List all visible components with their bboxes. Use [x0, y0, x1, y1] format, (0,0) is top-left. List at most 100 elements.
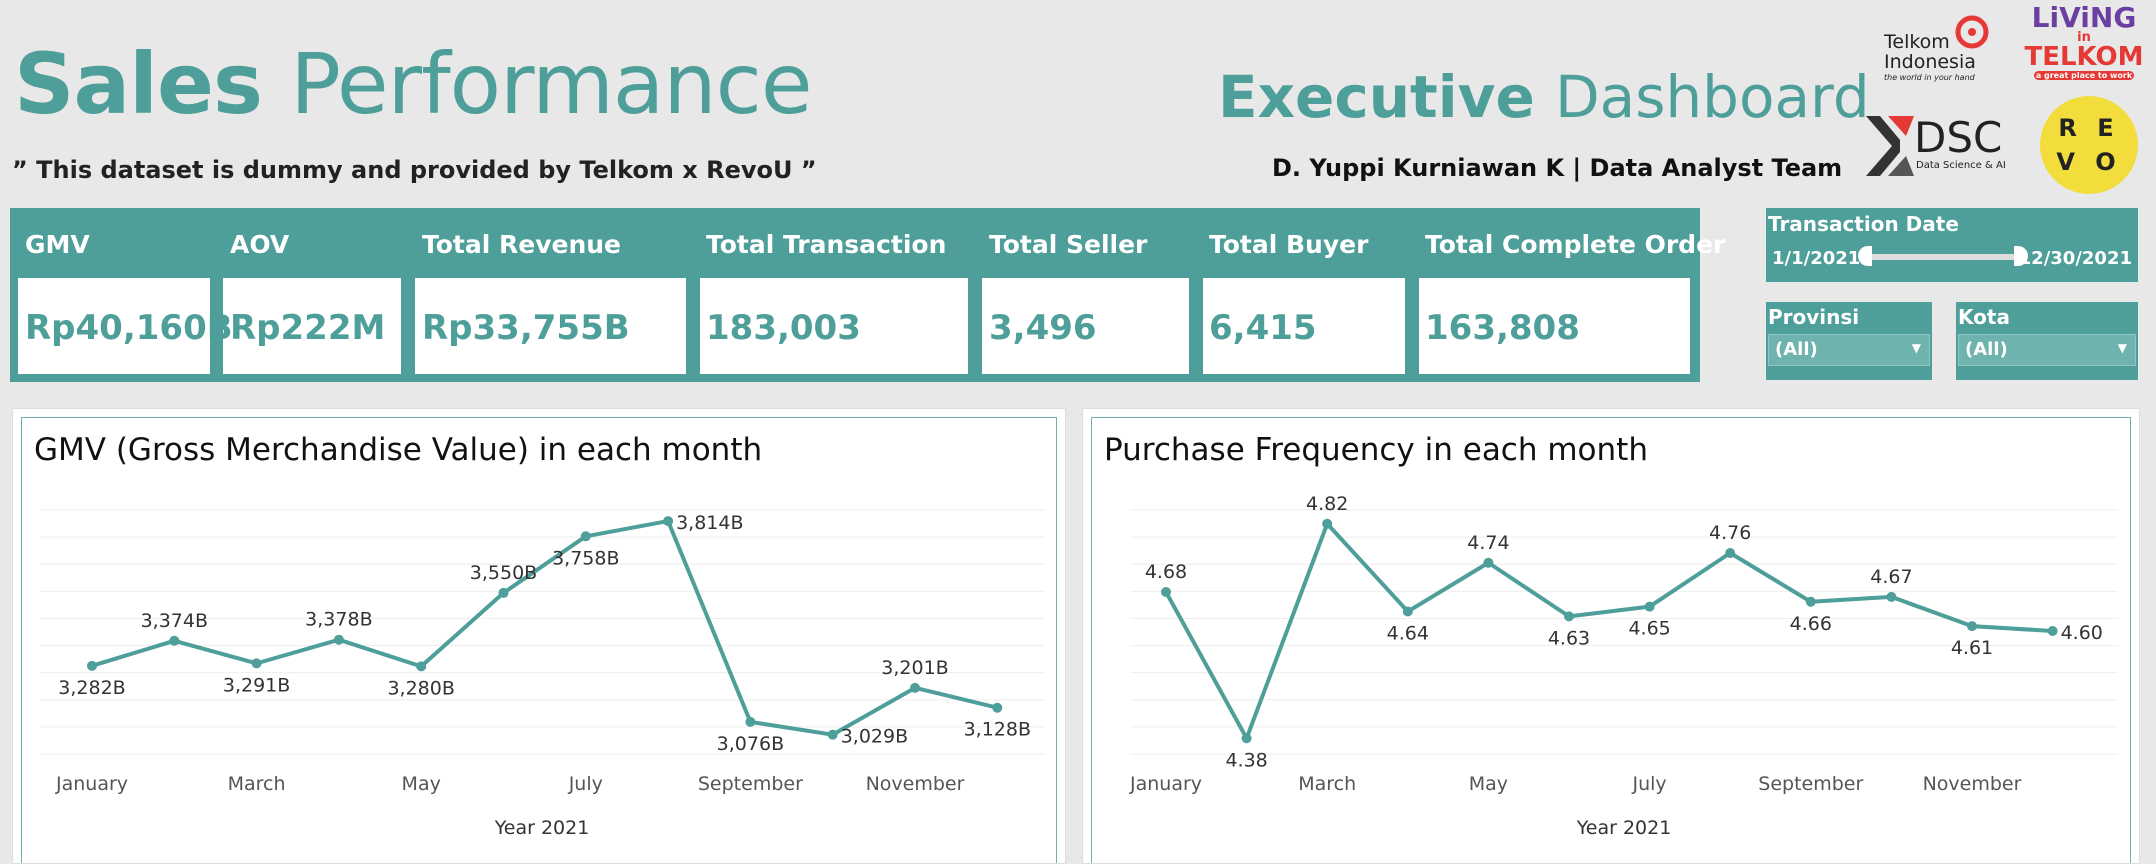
kpi-card-aov [223, 278, 401, 374]
kpi-label-total-revenue: Total Revenue [422, 230, 622, 259]
data-label-march: 3,291B [223, 674, 290, 696]
data-point-september [1805, 596, 1816, 607]
data-label-april: 3,378B [305, 609, 372, 631]
data-label-may: 4.74 [1467, 532, 1509, 554]
x-tick-label-november: November [1923, 773, 2022, 795]
data-point-september [745, 716, 756, 727]
x-tick-label-july: July [568, 773, 603, 795]
purchase-frequency-chart-frame: Purchase Frequency in each month 4.68 4.3… [1091, 417, 2131, 863]
purchase-frequency-line-chart: 4.68 4.38 4.82 4.64 4.74 4.63 4.65 4.76 4.66 4.67… [1129, 493, 2118, 839]
data-point-may [1483, 557, 1494, 568]
data-point-may [416, 661, 427, 672]
data-label-august: 3,814B [676, 512, 743, 534]
kpi-card-total-revenue [415, 278, 686, 374]
kpi-label-aov: AOV [230, 230, 290, 259]
provinsi-label: Provinsi [1768, 305, 1860, 329]
kpi-value-total-seller: 3,496 [989, 308, 1097, 348]
data-label-may: 3,280B [387, 677, 454, 699]
series-line [1164, 521, 2053, 741]
data-point-december [2047, 626, 2058, 636]
data-label-october: 4.67 [1870, 566, 1912, 588]
revo-line1: R E [2058, 114, 2120, 142]
kpi-label-gmv: GMV [25, 230, 90, 259]
x-tick-label-november: November [866, 773, 965, 795]
data-label-july: 3,758B [552, 547, 619, 569]
date-start-handle[interactable] [1858, 246, 1872, 266]
gmv-chart-panel: GMV (Gross Merchandise Value) in each mo… [12, 408, 1066, 864]
data-point-january [87, 660, 97, 671]
living-line2: in [2077, 30, 2091, 45]
living-line3: TELKOM [2024, 42, 2144, 72]
data-label-january: 4.68 [1145, 561, 1187, 583]
data-point-october [827, 729, 838, 740]
x-tick-label-march: March [1298, 773, 1356, 795]
gmv-chart-frame: GMV (Gross Merchandise Value) in each mo… [21, 417, 1057, 863]
kpi-label-total-buyer: Total Buyer [1209, 230, 1369, 259]
chevron-down-icon: ▼ [2117, 341, 2127, 355]
telkom-swirl-icon [1955, 15, 1989, 49]
kpi-value-total-revenue: Rp33,755B [422, 308, 630, 348]
dashboard-title: Executive Dashboard [1218, 68, 1870, 126]
living-in-telkom-logo: LiViNG in TELKOM a great place to work [2024, 4, 2144, 80]
revo-line2: V O [2056, 148, 2122, 176]
kpi-value-total-buyer: 6,415 [1209, 308, 1317, 348]
data-point-july [1644, 601, 1655, 612]
data-label-february: 3,374B [141, 610, 208, 632]
data-label-september: 3,076B [717, 733, 784, 755]
gmv-line-chart: 3,282B 3,374B 3,291B 3,378B 3,280B 3,550B 3,75… [40, 509, 1044, 839]
date-start: 1/1/2021 [1772, 248, 1861, 269]
kota-select[interactable]: (All) ▼ [1958, 334, 2136, 366]
provinsi-value: (All) [1775, 339, 1818, 360]
date-end-handle[interactable] [2014, 246, 2028, 266]
date-range-track[interactable] [1862, 254, 2018, 260]
telkom-line1: Telkom [1884, 31, 1950, 53]
data-point-december [992, 702, 1003, 713]
data-label-november: 4.61 [1951, 637, 1993, 659]
data-label-february: 4.38 [1225, 749, 1267, 771]
living-tagline: a great place to work [2034, 71, 2134, 80]
purchase-frequency-chart-title: Purchase Frequency in each month [1104, 432, 1648, 468]
data-point-february [169, 635, 180, 646]
x-tick-label-march: March [228, 773, 286, 795]
data-label-june: 4.63 [1548, 627, 1590, 649]
x-tick-label-september: September [698, 773, 803, 795]
telkom-tagline: the world in your hand [1884, 73, 1975, 82]
data-point-august [1725, 548, 1736, 558]
chevron-down-icon: ▼ [1911, 341, 1921, 355]
kpi-card-total-buyer [1203, 278, 1405, 374]
kpi-label-total-transaction: Total Transaction [706, 230, 947, 259]
exec-bold: Executive [1218, 63, 1535, 131]
living-line1: LiViNG [2031, 1, 2137, 34]
data-label-july: 4.65 [1628, 618, 1670, 640]
x-axis-label: Year 2021 [1576, 817, 1672, 839]
exec-light: Dashboard [1555, 63, 1870, 131]
provinsi-select[interactable]: (All) ▼ [1768, 334, 1930, 366]
data-point-march [1322, 518, 1333, 529]
data-label-october: 3,029B [841, 726, 908, 748]
data-point-march [251, 658, 262, 669]
x-axis-label: Year 2021 [494, 817, 590, 839]
date-end: 12/30/2021 [2018, 248, 2132, 269]
data-point-november [1967, 621, 1977, 632]
data-label-august: 4.76 [1709, 522, 1751, 544]
page-subtitle: ” This dataset is dummy and provided by … [12, 156, 817, 184]
kpi-value-total-complete-order: 163,808 [1425, 308, 1580, 348]
title-bold: Sales [14, 35, 263, 133]
gmv-chart-title: GMV (Gross Merchandise Value) in each mo… [34, 432, 763, 468]
data-point-february [1241, 733, 1252, 744]
data-label-june: 3,550B [470, 562, 537, 584]
x-tick-label-may: May [1469, 773, 1508, 795]
data-label-march: 4.82 [1306, 493, 1348, 515]
data-label-december: 3,128B [964, 719, 1031, 741]
kpi-card-gmv [18, 278, 210, 374]
data-point-august [663, 516, 674, 527]
x-tick-label-may: May [402, 773, 441, 795]
kota-filter: Kota (All) ▼ [1956, 302, 2138, 380]
kpi-label-total-seller: Total Seller [989, 230, 1148, 259]
title-light: Performance [290, 35, 812, 133]
data-label-april: 4.64 [1387, 623, 1429, 645]
data-point-june [1564, 611, 1574, 622]
data-label-december: 4.60 [2061, 622, 2103, 644]
author-line: D. Yuppi Kurniawan K | Data Analyst Team [1272, 154, 1843, 182]
dsc-name: DSC [1914, 113, 2003, 162]
